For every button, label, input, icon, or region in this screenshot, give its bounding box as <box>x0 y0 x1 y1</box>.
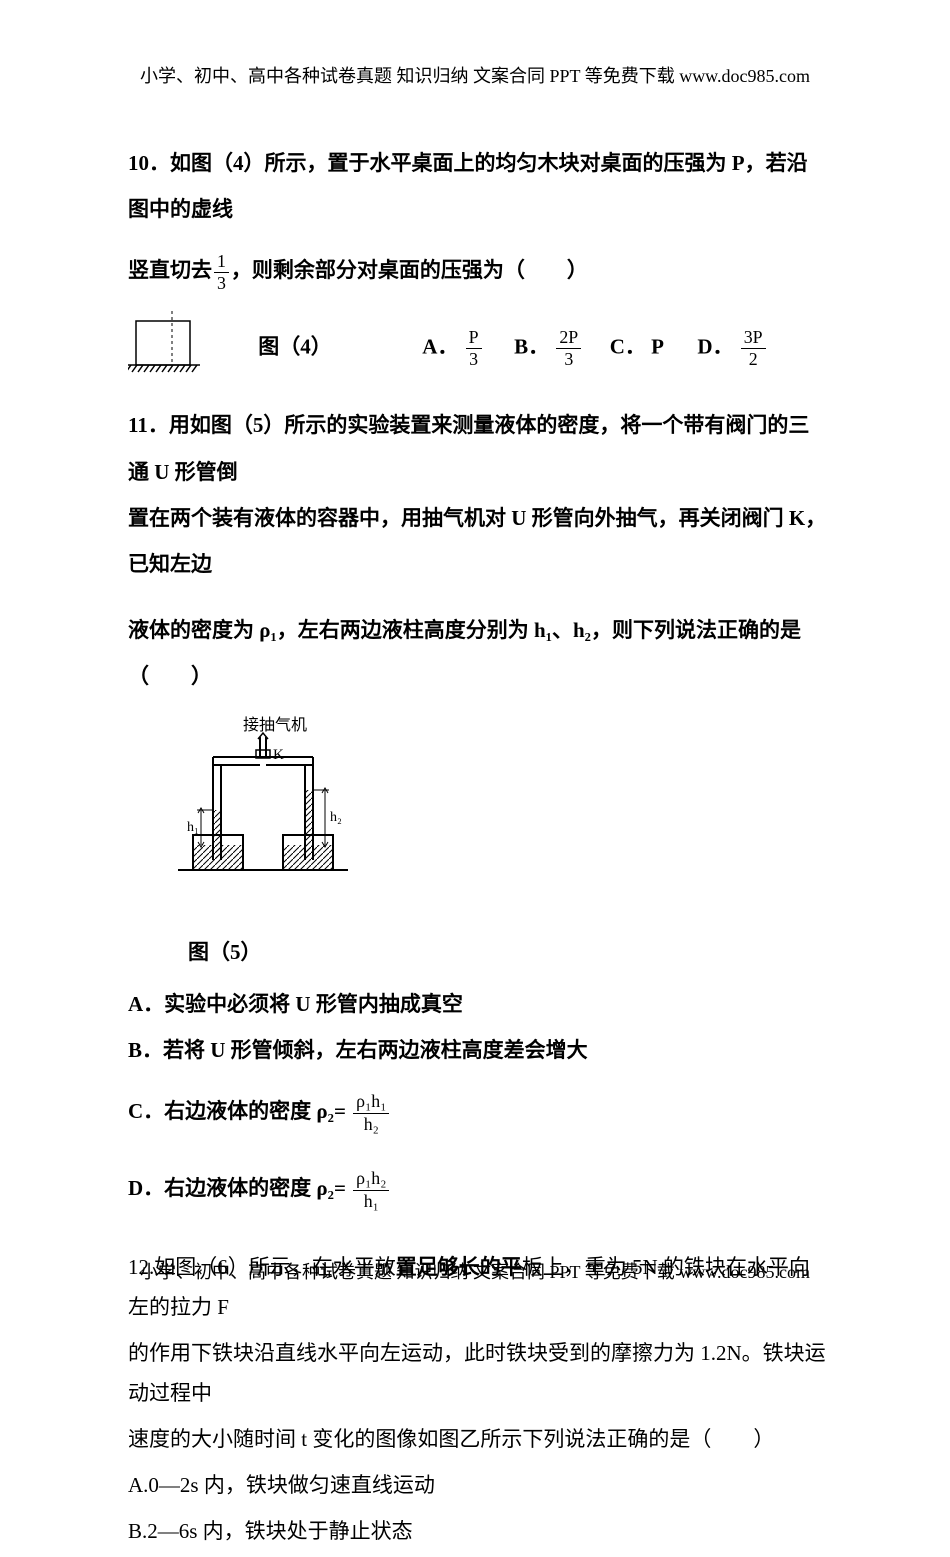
page-content: 10．如图（4）所示，置于水平桌面上的均匀木块对桌面的压强为 P，若沿图中的虚线… <box>128 140 828 1557</box>
page-footer: 小学、初中、高中各种试卷真题 知识归纳 文案合同 PPT 等免费下载 www.d… <box>0 1258 950 1284</box>
frac-den: 3 <box>556 349 581 370</box>
q12-optB: B.2—6s 内，铁块处于静止状态 <box>128 1512 828 1552</box>
q11-utube-diagram-icon: 接抽气机 K <box>173 715 373 890</box>
q10-optD-label: D． <box>697 334 733 358</box>
q10-optB-frac: 2P3 <box>556 327 581 371</box>
frac-num: P <box>466 327 482 349</box>
h1-label: h₁ <box>187 820 199 835</box>
q12: 12.如图（6）所示，在水平放置足够长的平板上，重为 5N 的铁块在水平向左的拉… <box>128 1248 828 1551</box>
q10-figure <box>128 309 223 387</box>
q11-figure: 接抽气机 K <box>173 715 828 896</box>
q10-optB-label: B． <box>514 334 549 358</box>
h2-label: h₂ <box>330 810 342 825</box>
page-header: 小学、初中、高中各种试卷真题 知识归纳 文案合同 PPT 等免费下载 www.d… <box>0 62 950 88</box>
q11-line1: 11．用如图（5）所示的实验装置来测量液体的密度，将一个带有阀门的三通 U 形管… <box>128 402 828 494</box>
q12-line2: 的作用下铁块沿直线水平向左运动，此时铁块受到的摩擦力为 1.2N。铁块运动过程中 <box>128 1334 828 1414</box>
q12-line3: 速度的大小随时间 t 变化的图像如图乙所示下列说法正确的是（ ） <box>128 1420 828 1460</box>
q10-figure-label: 图（4） <box>258 334 332 358</box>
q10-frac-den: 3 <box>214 273 229 294</box>
q10-options: 图（4） A． P3 B． 2P3 C． P D． 3P2 <box>258 327 767 371</box>
q11-line2: 置在两个装有液体的容器中，用抽气机对 U 形管向外抽气，再关闭阀门 K，已知左边 <box>128 495 828 587</box>
frac-num: 3P <box>741 327 766 349</box>
q10-text-before-frac: 竖直切去 <box>128 258 212 282</box>
q10-optD-frac: 3P2 <box>741 327 766 371</box>
q11-optA: A．实验中必须将 U 形管内抽成真空 <box>128 981 828 1027</box>
q11-optB: B．若将 U 形管倾斜，左右两边液柱高度差会增大 <box>128 1027 828 1073</box>
frac-den: 3 <box>466 349 482 370</box>
q11-line3: 液体的密度为 ρ₁，左右两边液柱高度分别为 h₁、h₂，则下列说法正确的是（ ） <box>128 607 828 699</box>
q10-block-diagram-icon <box>128 309 223 381</box>
optD-before: D．右边液体的密度 ρ₂= <box>128 1176 346 1200</box>
optD-frac: ρ₁h₂h₁ <box>353 1168 389 1212</box>
q10-optA-label: A． <box>422 334 458 358</box>
optC-before: C．右边液体的密度 ρ₂= <box>128 1099 346 1123</box>
frac-den: 2 <box>741 349 766 370</box>
optC-frac: ρ₁h₁h₂ <box>353 1091 389 1135</box>
q10-frac-num: 1 <box>214 251 229 273</box>
q10-line2: 竖直切去13，则剩余部分对桌面的压强为（ ） <box>128 247 828 294</box>
q10-fraction: 13 <box>214 251 229 295</box>
frac-den: h₂ <box>353 1114 389 1135</box>
q11-caption: 图（5） <box>188 936 828 966</box>
q11-optD: D．右边液体的密度 ρ₂= ρ₁h₂h₁ <box>128 1165 828 1212</box>
frac-num: ρ₁h₁ <box>353 1091 389 1113</box>
q11-optC: C．右边液体的密度 ρ₂= ρ₁h₁h₂ <box>128 1088 828 1135</box>
q12-optA: A.0—2s 内，铁块做匀速直线运动 <box>128 1466 828 1506</box>
frac-den: h₁ <box>353 1191 389 1212</box>
q10-figure-row: 图（4） A． P3 B． 2P3 C． P D． 3P2 <box>128 309 828 387</box>
q10-text-after-frac: ，则剩余部分对桌面的压强为（ ） <box>231 258 588 282</box>
valve-k-label: K <box>273 747 284 763</box>
frac-num: ρ₁h₂ <box>353 1168 389 1190</box>
q10-optA-frac: P3 <box>466 327 482 371</box>
frac-num: 2P <box>556 327 581 349</box>
pump-label: 接抽气机 <box>243 716 307 734</box>
q10-optC-label: C． <box>610 334 646 358</box>
q10-line1: 10．如图（4）所示，置于水平桌面上的均匀木块对桌面的压强为 P，若沿图中的虚线 <box>128 140 828 232</box>
q10-optC-text: P <box>651 334 663 358</box>
